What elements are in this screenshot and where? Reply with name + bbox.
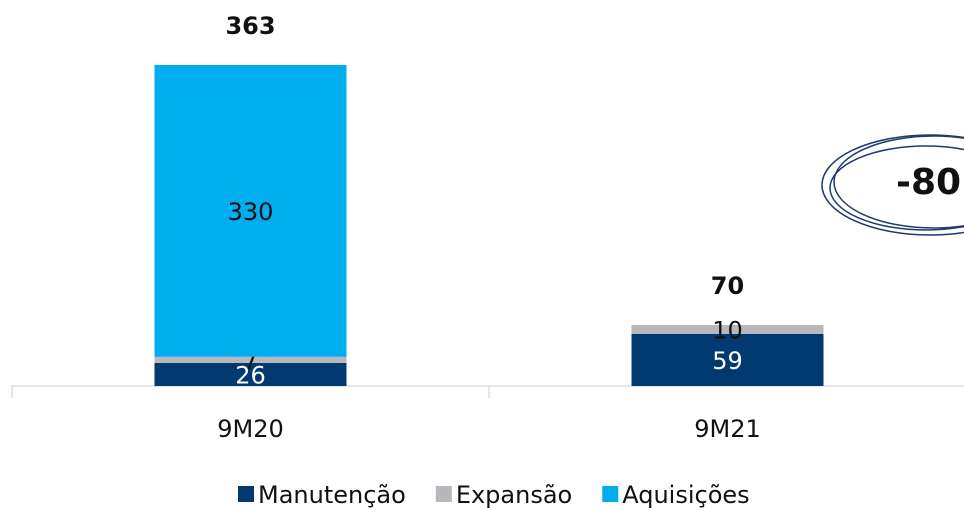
data-label: 10	[712, 316, 743, 344]
chart: -80 9M202673303639M21591070ManutençãoExp…	[0, 0, 964, 510]
legend-label: Aquisições	[622, 481, 749, 509]
legend-swatch	[602, 486, 618, 502]
data-label: 330	[228, 198, 274, 226]
legend-label: Manutenção	[258, 481, 406, 509]
x-tick-label: 9M20	[217, 415, 284, 443]
legend-swatch	[436, 486, 452, 502]
data-label: 59	[712, 347, 743, 375]
x-tick-label: 9M21	[694, 415, 761, 443]
total-label: 70	[711, 272, 744, 300]
legend-label: Expansão	[456, 481, 572, 509]
annotation: -80	[896, 162, 961, 203]
legend-swatch	[238, 486, 254, 502]
total-label: 363	[225, 12, 275, 40]
